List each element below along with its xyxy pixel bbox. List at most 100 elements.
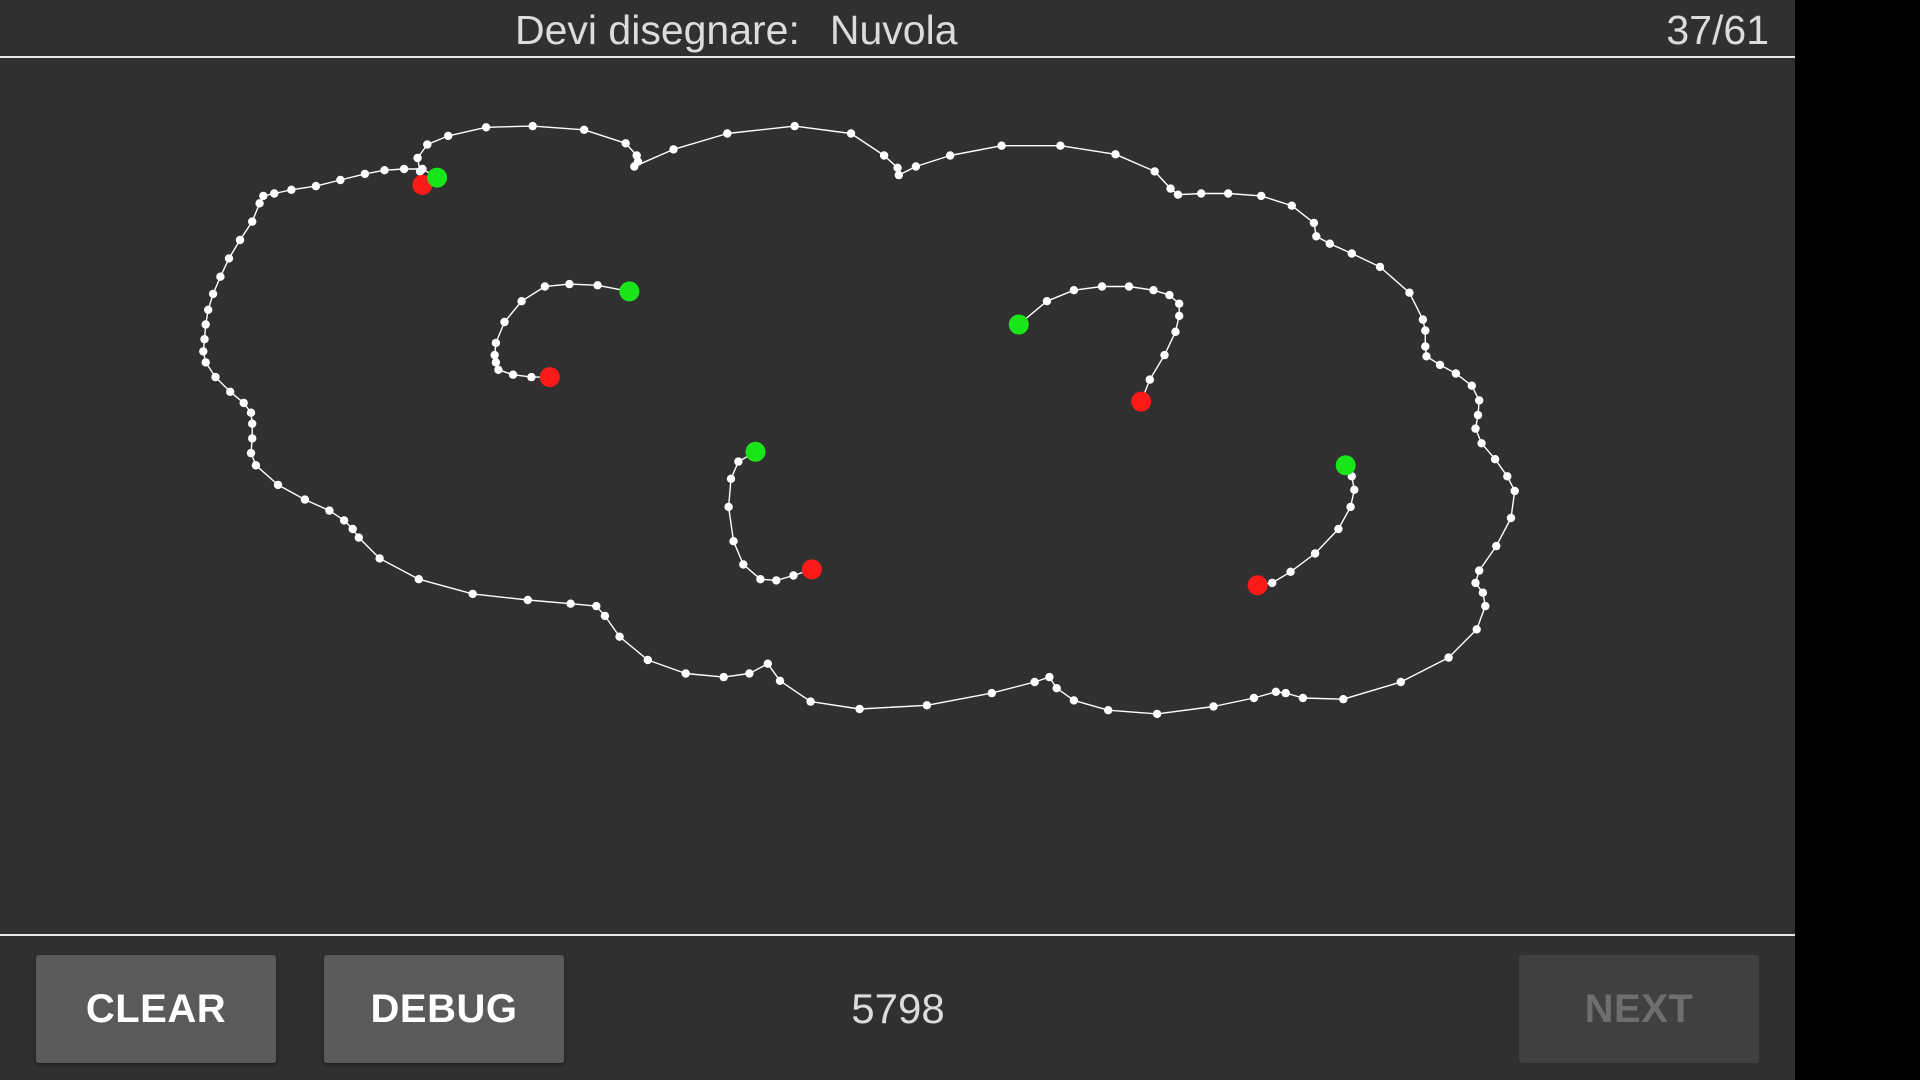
stroke-point [1471,578,1480,588]
stroke-point [375,554,384,563]
stroke-point [494,365,503,374]
stroke-point [1197,189,1206,198]
drawing-prompt: Devi disegnare: Nuvola [515,4,958,56]
stroke-point [846,129,856,138]
stroke-point [1257,191,1266,201]
stroke-point [414,575,423,584]
stroke-point [1346,502,1355,512]
stroke-point [325,506,334,515]
stroke-point [1309,218,1319,228]
stroke-point [1478,588,1488,597]
stroke-point [1149,286,1158,295]
stroke-point [1490,455,1500,464]
stroke-point [270,189,279,198]
stroke-point [621,139,630,148]
stroke-end-marker [1247,575,1268,596]
stroke-point [224,254,234,263]
stroke-point [911,162,921,171]
drawing-surface[interactable] [0,0,1795,934]
stroke-start-marker [745,441,766,462]
stroke-point [481,123,491,132]
stroke-point [987,688,996,698]
stroke-point [1492,541,1501,551]
stroke-point [415,167,425,176]
next-button[interactable]: NEXT [1519,955,1759,1063]
drawing-canvas[interactable] [0,58,1795,934]
stroke-point [789,571,798,580]
stroke-point [593,281,602,290]
stroke-point [1042,297,1052,306]
stroke-point [490,350,499,360]
stroke-point [745,669,754,678]
stroke-point [1375,262,1385,272]
stroke-point [226,387,235,396]
inner-curl-upper-right-stroke [1008,282,1184,412]
stroke-point [211,372,220,382]
stroke-point [399,164,409,174]
stroke-point [922,701,932,710]
stroke-point [1052,684,1061,693]
stroke-end-marker [1131,391,1152,412]
progress-counter: 37/61 [1666,7,1769,53]
stroke-point [1435,360,1445,370]
stroke-point [1173,190,1183,199]
stroke-point [336,175,345,185]
stroke-point [1325,239,1335,248]
stroke-point [300,495,310,504]
stroke-point [259,191,268,201]
stroke-point [1150,167,1159,176]
stroke-point [251,461,261,470]
stroke-point [855,704,864,714]
stroke-point [200,335,209,344]
stroke-point [1421,326,1430,335]
stroke-point [1165,290,1174,300]
stroke-start-marker [1008,314,1029,335]
stroke-point [1271,687,1281,696]
stroke-point [1510,486,1519,496]
stroke-point [726,474,736,483]
stroke-point [500,317,509,327]
stroke-point [540,282,550,291]
debug-button[interactable]: DEBUG [324,955,564,1063]
stroke-point [1405,288,1414,297]
inner-curl-upper-left-stroke [490,279,640,388]
stroke-point [360,169,370,179]
stroke-point [1286,567,1295,576]
stroke-point [1056,141,1065,150]
stroke-point [579,125,589,134]
stroke-point [1281,688,1290,698]
stroke-point [1475,566,1484,575]
stroke-point [1175,311,1184,321]
stroke-end-marker [539,367,560,388]
stroke-point [772,576,781,585]
stroke-point [248,419,257,428]
stroke-point [1473,410,1483,420]
stroke-point [1030,677,1039,687]
stroke-point [1503,472,1512,481]
stroke-point [775,676,785,685]
stroke-point [354,533,363,542]
stroke-point [1111,150,1120,159]
stroke-point [528,121,537,131]
inner-curl-lower-left-stroke [724,441,822,585]
drawing-app: Devi disegnare: Nuvola 37/61 CLEAR DEBUG … [0,0,1795,1080]
stroke-point [246,408,256,417]
stroke-point [1045,672,1054,682]
stroke-point [1160,350,1169,360]
stroke-point [1481,601,1490,611]
stroke-point [1421,342,1430,351]
stroke-point [1224,189,1233,198]
stroke-point [724,502,733,512]
stroke-point [734,457,743,466]
stroke-point [239,398,248,408]
stroke-point [894,170,903,180]
stroke-point [643,655,652,665]
stroke-point [1298,693,1308,703]
stroke-point [508,370,518,379]
stroke-point [246,448,256,458]
stroke-point [756,575,765,584]
clear-button[interactable]: CLEAR [36,955,276,1063]
stroke-point [1152,709,1162,719]
stroke-point [1104,706,1113,715]
stroke-point [413,153,422,163]
